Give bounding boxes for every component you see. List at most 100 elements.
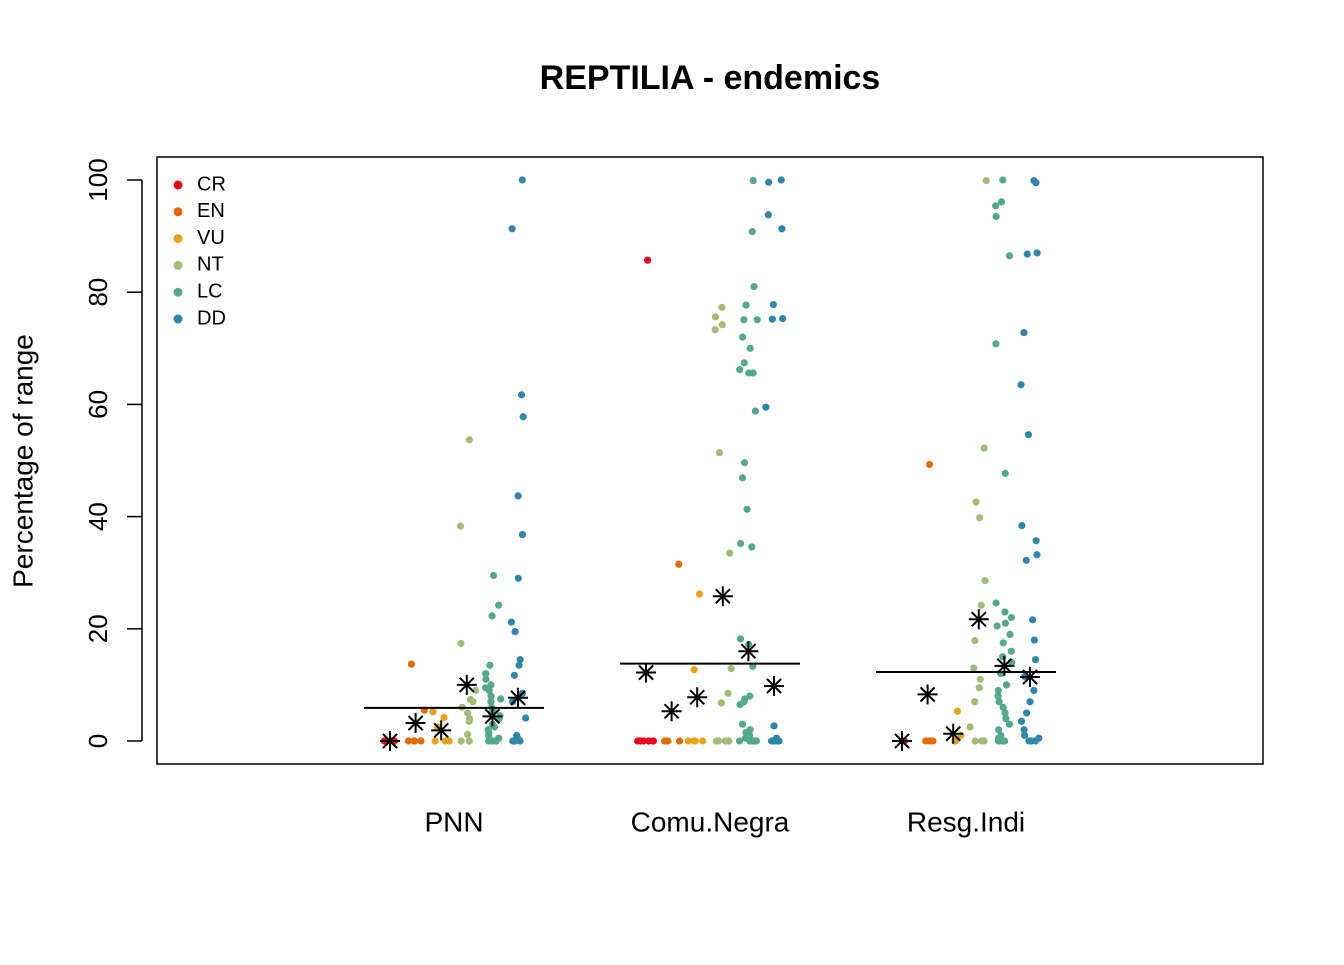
data-point xyxy=(417,737,425,745)
legend-label: VU xyxy=(197,227,225,249)
y-tick-label: 100 xyxy=(83,158,113,201)
data-point xyxy=(971,737,979,745)
data-point xyxy=(1023,250,1031,258)
data-point xyxy=(1001,619,1009,627)
data-point xyxy=(1001,608,1009,616)
data-point xyxy=(925,460,934,469)
data-point xyxy=(465,717,473,725)
data-point xyxy=(992,340,1000,348)
asterisk-stroke xyxy=(510,690,526,706)
legend-label: LC xyxy=(197,280,223,302)
data-point xyxy=(738,474,747,482)
data-point xyxy=(966,723,974,731)
data-point xyxy=(464,709,472,717)
data-point xyxy=(762,403,770,411)
asterisk-stroke xyxy=(382,733,398,749)
data-point xyxy=(464,730,472,738)
data-point xyxy=(1001,469,1009,478)
data-point xyxy=(767,737,776,745)
data-point xyxy=(511,628,519,636)
data-point xyxy=(487,681,495,689)
series-mean xyxy=(1020,667,1040,688)
series-mean xyxy=(482,706,503,727)
data-point xyxy=(457,737,465,745)
data-point xyxy=(472,686,480,695)
legend-marker xyxy=(173,287,183,297)
data-point xyxy=(518,176,526,184)
data-point xyxy=(1026,698,1034,706)
data-point xyxy=(1032,537,1040,545)
data-point xyxy=(469,698,477,706)
asterisk-stroke xyxy=(740,643,757,660)
data-point xyxy=(1030,686,1038,695)
series-mean xyxy=(712,586,733,607)
series-mean xyxy=(508,687,528,708)
data-point xyxy=(777,176,785,184)
data-point xyxy=(487,698,495,706)
data-point xyxy=(738,720,747,728)
data-point xyxy=(726,549,734,557)
y-tick-label: 20 xyxy=(83,614,113,643)
data-point xyxy=(748,228,756,236)
data-point xyxy=(736,635,745,643)
data-point xyxy=(485,686,493,695)
series-mean xyxy=(994,655,1015,676)
data-point xyxy=(518,530,527,539)
data-point xyxy=(740,316,748,324)
data-point xyxy=(749,662,757,670)
data-point xyxy=(778,225,786,233)
data-point xyxy=(515,661,523,669)
data-point xyxy=(992,212,1000,221)
data-point xyxy=(508,225,516,233)
data-point xyxy=(636,737,645,745)
data-point xyxy=(718,321,726,329)
data-point xyxy=(749,369,757,377)
data-point xyxy=(675,560,683,568)
asterisk-stroke xyxy=(971,611,987,628)
data-point xyxy=(485,731,493,739)
data-point xyxy=(749,176,757,185)
data-point xyxy=(488,612,496,620)
series-mean xyxy=(661,701,682,722)
data-point xyxy=(1030,636,1038,644)
data-point xyxy=(675,737,684,745)
data-point xyxy=(465,737,473,745)
data-point xyxy=(486,661,494,669)
data-point xyxy=(404,737,413,745)
data-point xyxy=(750,282,758,291)
data-point xyxy=(490,571,498,580)
data-point xyxy=(750,737,758,745)
asterisk-stroke xyxy=(945,725,961,742)
asterisk-stroke xyxy=(433,722,449,739)
data-point xyxy=(993,622,1001,630)
data-point xyxy=(690,737,698,745)
data-point xyxy=(664,737,672,745)
data-point xyxy=(748,543,756,551)
asterisk-stroke xyxy=(996,658,1013,674)
data-point xyxy=(764,211,772,219)
data-point xyxy=(644,256,652,264)
data-point xyxy=(976,514,984,522)
legend-marker xyxy=(173,234,183,244)
data-point xyxy=(769,300,777,309)
data-point xyxy=(740,359,748,367)
data-point xyxy=(746,344,754,352)
data-point xyxy=(429,708,437,716)
asterisk-stroke xyxy=(919,686,936,703)
data-point xyxy=(999,176,1007,184)
data-point xyxy=(684,737,692,745)
data-point xyxy=(482,675,490,683)
data-point xyxy=(457,639,465,647)
data-point xyxy=(779,314,787,323)
data-point xyxy=(742,301,750,309)
plot-box xyxy=(156,156,1264,765)
legend-marker xyxy=(173,314,183,324)
data-point xyxy=(981,576,989,585)
data-point xyxy=(1033,551,1041,559)
data-point xyxy=(975,684,983,692)
data-point xyxy=(982,176,990,185)
x-tick-label: Comu.Negra xyxy=(631,806,790,837)
x-tick-label: PNN xyxy=(424,806,483,837)
legend-marker xyxy=(173,260,183,270)
data-point xyxy=(999,703,1007,711)
